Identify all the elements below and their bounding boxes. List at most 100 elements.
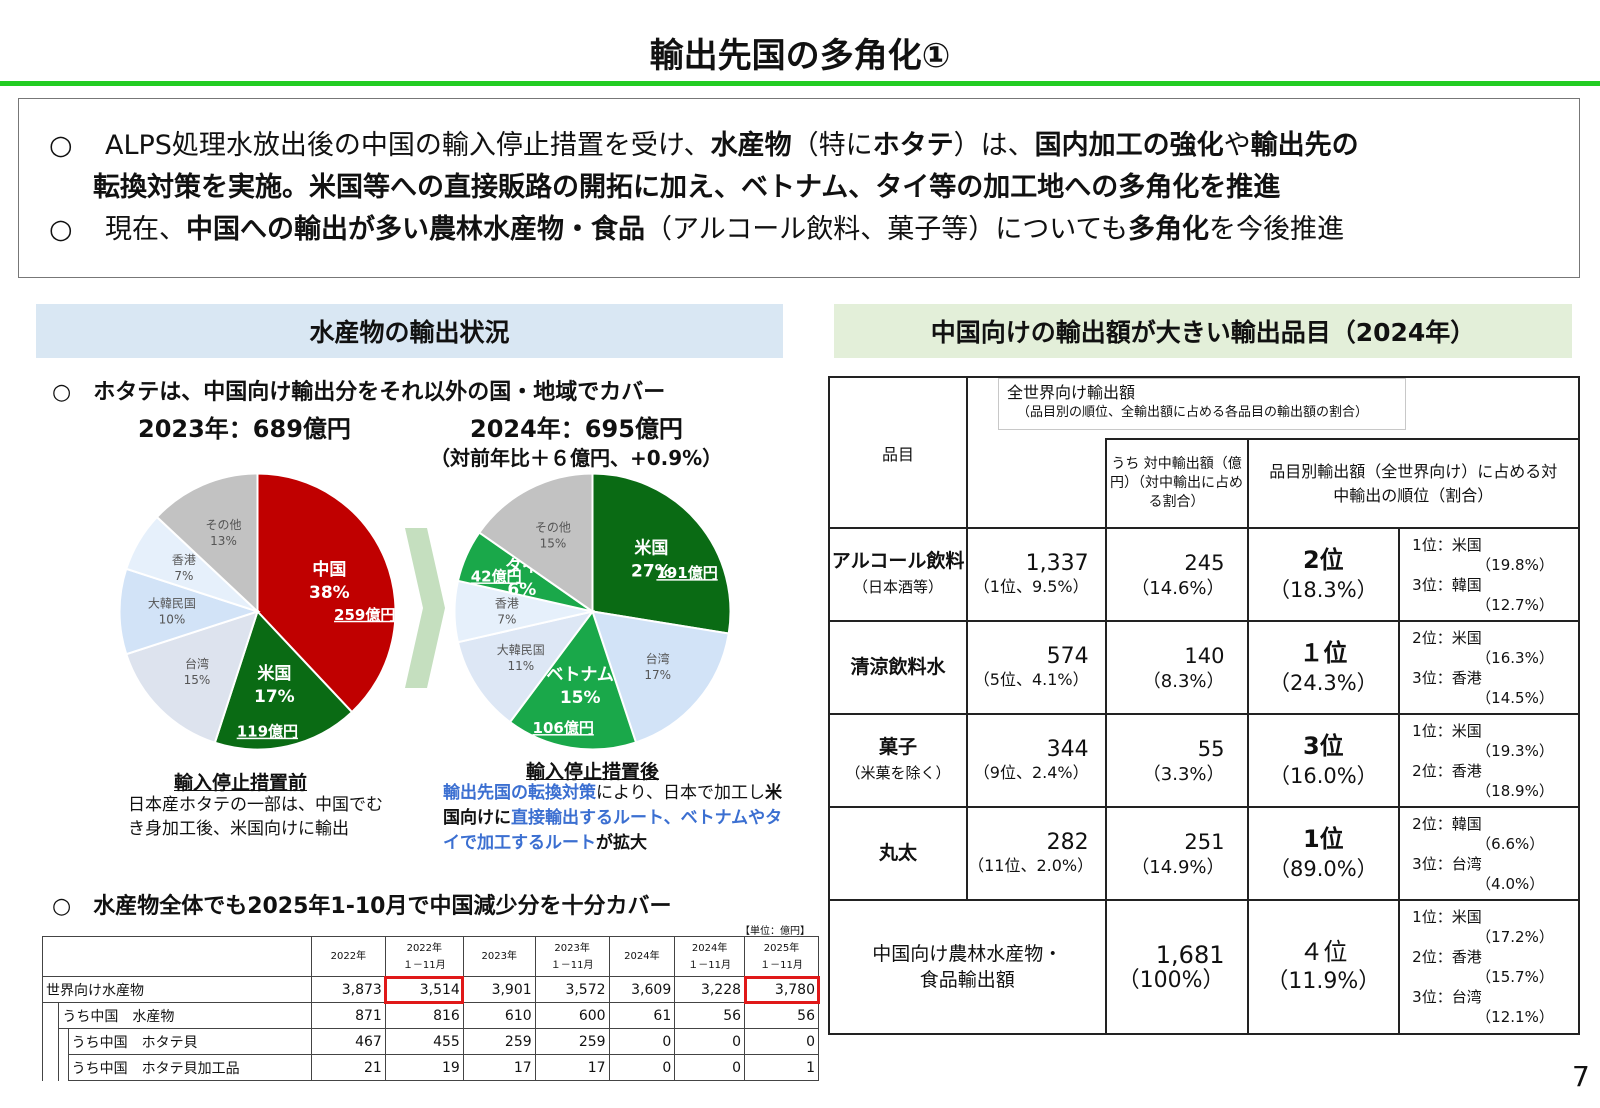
- scallop-heading: ○ ホタテは、中国向け輸出分をそれ以外の国・地域でカバー: [52, 380, 666, 405]
- table-cell: 455: [384, 1028, 464, 1055]
- pie-slice: [118, 567, 261, 656]
- header-china: うち 対中輸出額（億円）（対中輸出に占める割合）: [1104, 438, 1249, 529]
- total-china-share: （100%）: [1117, 968, 1225, 993]
- header-rank: 品目別輸出額（全世界向け）に占める対中輸出の順位（割合）: [1246, 438, 1580, 529]
- pie-slice: [477, 472, 594, 614]
- pie-slice-percent: 15%: [540, 537, 567, 551]
- after-caption-title: 輸入停止措置後: [526, 761, 660, 783]
- total-rank-3: 3位：台湾: [1412, 988, 1482, 1006]
- table-cell: 0: [744, 1028, 819, 1055]
- table-cell: 56: [744, 1002, 819, 1029]
- table-cell: 816: [384, 1002, 464, 1029]
- total-rank-2-share: （15.7%）: [1476, 968, 1554, 986]
- before-caption-body: 日本産ホタテの一部は、中国でむき身加工後、米国向けに輸出: [128, 795, 383, 839]
- total-rank: ４位: [1299, 938, 1348, 966]
- world-export: 1,337 （1位、9.5%）: [966, 527, 1107, 622]
- table-cell: 3,228: [674, 976, 746, 1003]
- item-name: 丸太: [827, 806, 969, 901]
- pie-slice-amount: 119億円: [237, 723, 298, 741]
- table-cell: 19: [384, 1054, 464, 1081]
- pie-slice-percent: 27%: [631, 561, 672, 581]
- table-cell: 3,901: [462, 976, 536, 1003]
- section-header-china-items: 中国向けの輸出額が大きい輸出品目（2024年）: [834, 304, 1572, 358]
- table-cell: 21: [310, 1054, 386, 1081]
- pie-slice-label: 中国: [312, 559, 346, 580]
- pie-slice-percent: 10%: [159, 613, 186, 627]
- total-other-ranks: 1位：米国 （17.2%） 2位：香港 （15.7%） 3位：台湾 （12.1%）: [1398, 899, 1580, 1035]
- total-rank-1: 1位：米国: [1412, 908, 1482, 926]
- summary-text-3: 現在、中国への輸出が多い農林水産物・食品（アルコール飲料、菓子等）についても多角…: [105, 214, 1345, 245]
- pie-slice-percent: 17%: [254, 687, 295, 707]
- table-cell: 600: [534, 1002, 610, 1029]
- pie-slice-label: 大韓民国: [497, 643, 545, 657]
- table-cell: 0: [608, 1028, 676, 1055]
- summary-text-1: ALPS処理水放出後の中国の輸入停止措置を受け、水産物（特にホタテ）は、国内加工…: [105, 130, 1359, 161]
- column-header: 2022年 １－11月: [384, 936, 464, 977]
- table-cell: 3,873: [310, 976, 386, 1003]
- column-header: 2024年: [608, 936, 676, 977]
- column-header: 2025年 １－11月: [744, 936, 819, 977]
- page-number: 7: [1572, 1060, 1590, 1093]
- table-cell: 3,572: [534, 976, 610, 1003]
- table-cell: 871: [310, 1002, 386, 1029]
- summary-text-2: 転換対策を実施。米国等への直接販路の開拓に加え、ベトナム、タイ等の加工地への多角…: [93, 172, 1281, 203]
- pie-slice-percent: 17%: [644, 668, 671, 682]
- summary-line-1: ○ ALPS処理水放出後の中国の輸入停止措置を受け、水産物（特にホタテ）は、国内加…: [49, 125, 1579, 167]
- item-name: 菓子 （米菓を除く）: [827, 713, 969, 808]
- pie-slice-label: 香港: [172, 553, 196, 567]
- bullet: ○: [49, 214, 73, 245]
- table-cell: 259: [534, 1028, 610, 1055]
- china-rank: 2位 （18.3%）: [1246, 527, 1401, 622]
- table-row-total: 中国向け農林水産物・食品輸出額 1,681 （100%） ４位 （11.9%） 1位…: [828, 899, 1580, 1035]
- table-cell: 467: [310, 1028, 386, 1055]
- header-world-title: 全世界向け輸出額: [1007, 383, 1136, 402]
- pie-slice: [591, 610, 730, 744]
- pie-slice-percent: 38%: [309, 583, 350, 603]
- pie-slice-percent: 11%: [507, 659, 534, 673]
- table-row: アルコール飲料 （日本酒等） 1,337 （1位、9.5%） 245 （14.6%） 2位（…: [827, 527, 1580, 622]
- total-label: 中国向け農林水産物・食品輸出額: [828, 899, 1107, 1035]
- table-row: うち中国 水産物 871 816 610 600 61 56 56: [41, 1002, 819, 1029]
- world-export: 344 （9位、2.4%）: [966, 713, 1107, 808]
- total-china-value: 1,681: [1155, 941, 1225, 969]
- table-corner: [42, 936, 312, 977]
- table-row: 丸太 282 （11位、2.0%） 251 （14.9%） 1位 （89.0%） 2位：韓国（…: [827, 806, 1580, 901]
- table-cell: 17: [462, 1054, 536, 1081]
- table-row: うち中国 ホタテ貝 467 455 259 259 0 0 0: [41, 1028, 819, 1055]
- pie-slice-label: その他: [535, 521, 571, 535]
- column-header: 2023年 １－11月: [534, 936, 610, 977]
- pie-slice: [256, 472, 397, 714]
- pie-slice: [155, 472, 259, 614]
- table-row: 菓子 （米菓を除く） 344 （9位、2.4%） 55 （3.3%） 3位 （16.0%） 1位…: [827, 713, 1580, 808]
- table-cell: 0: [674, 1054, 746, 1081]
- pie-slice-label: ベトナム: [546, 665, 614, 685]
- table-cell: 0: [608, 1054, 676, 1081]
- table-cell: 17: [534, 1054, 610, 1081]
- table-row: うち中国 ホタテ貝加工品 21 19 17 17 0 0 1: [41, 1054, 819, 1081]
- chevron-right-icon: [405, 528, 445, 688]
- table-cell: 61: [608, 1002, 676, 1029]
- table-cell: 0: [674, 1028, 746, 1055]
- world-export: 282 （11位、2.0%）: [966, 806, 1107, 901]
- before-caption-title: 輸入停止措置前: [174, 772, 308, 794]
- table-cell: 3,609: [608, 976, 676, 1003]
- table-cell: 3,780: [743, 975, 820, 1004]
- pie-2023-title: 2023年：689億円: [138, 415, 351, 443]
- pie-2024-subtitle: （対前年比＋６億円、+0.9%）: [430, 446, 723, 470]
- china-export: 251 （14.9%）: [1104, 806, 1249, 901]
- pie-slice-percent: 6%: [507, 580, 536, 600]
- pie-chart-2024: 米国27%191億円台湾17%ベトナム15%106億円大韓民国11%香港7%タイ…: [453, 472, 732, 751]
- column-header: 2023年: [462, 936, 536, 977]
- total-rank-3-share: （12.1%）: [1476, 1008, 1554, 1026]
- header-world-spacer: [966, 439, 1107, 529]
- table-cell: 610: [462, 1002, 536, 1029]
- pie-slice: [456, 609, 595, 724]
- column-header: 2024年 １－11月: [674, 936, 746, 977]
- china-rank: １位 （24.3%）: [1246, 620, 1401, 715]
- table-cell: 1: [744, 1054, 819, 1081]
- seafood-total-heading: ○ 水産物全体でも2025年1-10月で中国減少分を十分カバー: [52, 894, 672, 919]
- table-row: 世界向け水産物 3,873 3,514 3,901 3,572 3,609 3,228 3,7…: [42, 975, 820, 1004]
- other-ranks: 1位：米国 （19.8%） 3位：韓国 （12.7%）: [1398, 527, 1580, 622]
- summary-line-2: 転換対策を実施。米国等への直接販路の開拓に加え、ベトナム、タイ等の加工地への多角…: [49, 167, 1579, 209]
